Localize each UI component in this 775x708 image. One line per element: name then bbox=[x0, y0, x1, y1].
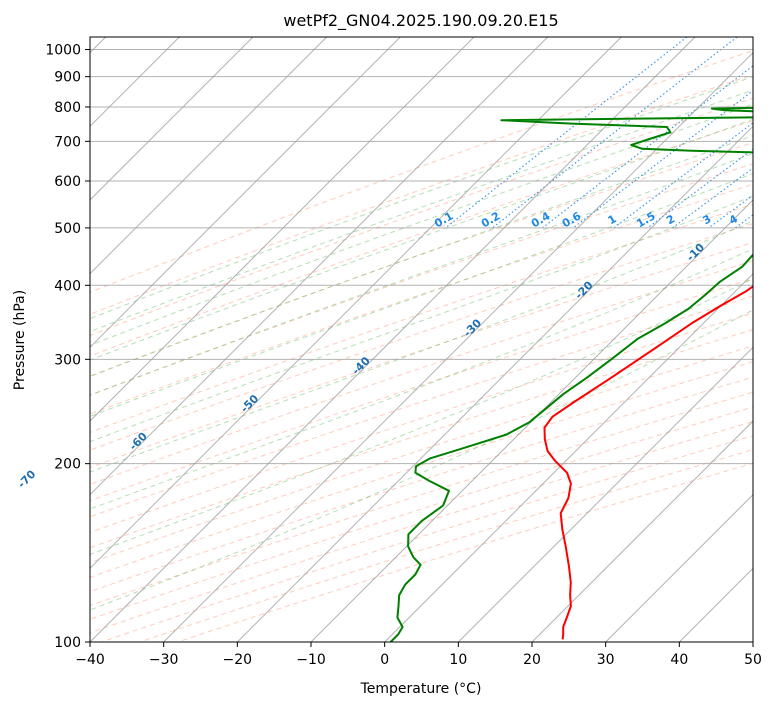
y-tick-label: 900 bbox=[54, 70, 81, 86]
isotherm-line bbox=[531, 420, 753, 642]
x-tick-label: 20 bbox=[523, 652, 541, 668]
y-tick-label: 300 bbox=[54, 352, 81, 368]
dry-adiabat bbox=[90, 183, 753, 415]
x-tick-label: −40 bbox=[75, 652, 105, 668]
moist-adiabat bbox=[90, 152, 753, 396]
x-axis-ticks: −40 −30 −20 −10 0 10 20 30 40 50 bbox=[75, 642, 762, 668]
y-tick-label: 600 bbox=[54, 174, 81, 190]
isotherm-line bbox=[90, 37, 696, 642]
isotherm-line bbox=[236, 125, 753, 642]
mixing-ratio-line bbox=[672, 167, 753, 229]
dry-adiabat bbox=[90, 329, 753, 549]
dry-adiabat bbox=[90, 295, 753, 518]
dry-adiabat bbox=[90, 50, 753, 293]
y-tick-label: 100 bbox=[54, 635, 81, 651]
data-series bbox=[389, 106, 753, 642]
dry-adiabat bbox=[90, 97, 753, 337]
isotherm-line bbox=[457, 346, 753, 642]
x-tick-label: 50 bbox=[744, 652, 762, 668]
moist-adiabat bbox=[90, 220, 753, 473]
temperature-line bbox=[543, 285, 753, 640]
moist-adiabat bbox=[90, 278, 753, 555]
dry-adiabat bbox=[90, 203, 753, 433]
y-tick-label: 700 bbox=[54, 134, 81, 150]
moist-adiabat bbox=[90, 89, 753, 333]
dry-adiabat bbox=[90, 142, 753, 377]
moist-adiabat bbox=[90, 195, 753, 443]
x-tick-label: −30 bbox=[149, 652, 179, 668]
moist-adiabat bbox=[90, 172, 753, 417]
grid-lines bbox=[90, 37, 753, 642]
dry-adiabat bbox=[90, 376, 753, 593]
y-axis-label: Pressure (hPa) bbox=[12, 290, 28, 390]
y-tick-label: 500 bbox=[54, 221, 81, 237]
isotherm-line bbox=[90, 37, 328, 275]
dry-adiabat bbox=[90, 391, 753, 607]
x-axis-label: Temperature (°C) bbox=[360, 681, 482, 697]
x-tick-label: −20 bbox=[223, 652, 253, 668]
y-axis-ticks: 100 200 300 400 500 600 700 800 900 1000 bbox=[45, 43, 90, 651]
isotherm-line bbox=[163, 51, 753, 642]
isotherm-line bbox=[752, 641, 753, 642]
isotherm-line bbox=[90, 37, 401, 349]
y-tick-label: 1000 bbox=[45, 43, 81, 59]
isotherm-line bbox=[90, 37, 622, 570]
chart-title: wetPf2_GN04.2025.190.09.20.E15 bbox=[283, 11, 558, 31]
dewpoint-line bbox=[389, 106, 753, 642]
x-tick-label: −10 bbox=[296, 652, 326, 668]
isotherm-line bbox=[310, 199, 753, 642]
y-tick-label: 400 bbox=[54, 278, 81, 294]
isotherm-line bbox=[384, 272, 753, 642]
isotherm-label: -70 bbox=[15, 467, 38, 490]
x-tick-label: 0 bbox=[380, 652, 389, 668]
x-tick-label: 30 bbox=[597, 652, 615, 668]
y-tick-label: 800 bbox=[54, 100, 81, 116]
isotherm-line bbox=[90, 37, 254, 201]
dry-adiabat bbox=[90, 241, 753, 469]
mixing-ratio-line bbox=[572, 89, 753, 229]
moist-adiabat bbox=[90, 103, 753, 346]
moist-adiabat bbox=[90, 76, 753, 320]
isotherm-line bbox=[605, 493, 753, 642]
plot-frame bbox=[89, 36, 754, 643]
isotherm-line bbox=[90, 37, 549, 496]
y-tick-label: 200 bbox=[54, 457, 81, 473]
dry-adiabat bbox=[90, 345, 753, 564]
plot-background bbox=[90, 37, 753, 642]
mixing-ratio-line bbox=[542, 65, 753, 229]
x-tick-label: 40 bbox=[670, 652, 688, 668]
dry-adiabat bbox=[90, 163, 753, 396]
x-tick-label: 10 bbox=[449, 652, 467, 668]
moist-adiabat bbox=[90, 118, 753, 361]
dry-adiabat bbox=[90, 74, 753, 315]
isotherm-line bbox=[90, 37, 475, 422]
